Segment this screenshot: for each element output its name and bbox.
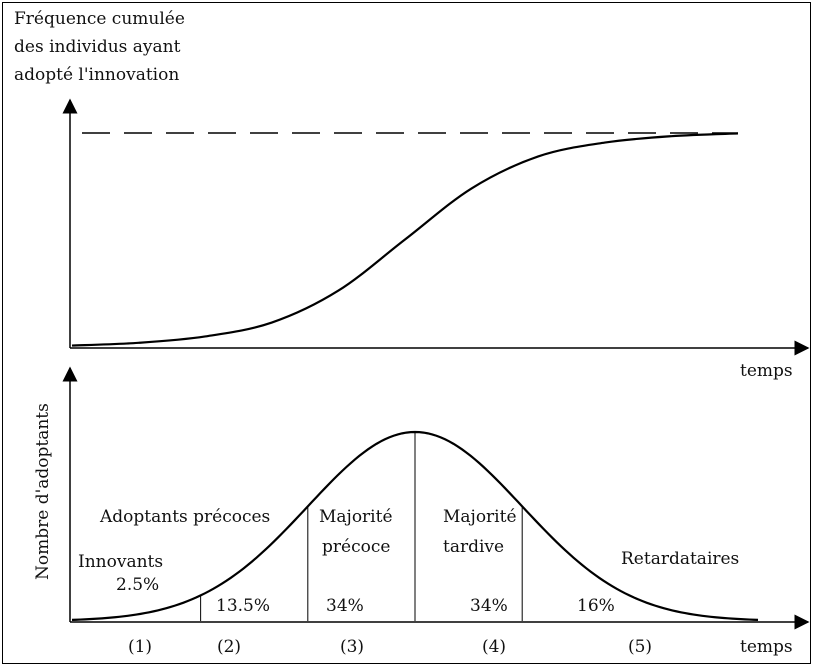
segment-2-name: Adoptants précoces (99, 507, 270, 527)
top-ylabel-line-2: des individus ayant (14, 37, 181, 57)
segment-5-index: (5) (628, 637, 652, 657)
segment-4-name-line-1: Majorité (443, 507, 517, 527)
segment-2-index: (2) (217, 637, 241, 657)
adoption-bell-curve (71, 430, 759, 621)
bottom-xlabel: temps (740, 637, 793, 657)
segment-3-index: (3) (340, 637, 364, 657)
top-ylabel-line-3: adopté l'innovation (14, 65, 179, 85)
segment-1-name: Innovants (78, 552, 163, 572)
segment-2-share: 13.5% (216, 596, 270, 616)
segment-4-share: 34% (470, 596, 508, 616)
top-ylabel-line-1: Fréquence cumulée (14, 9, 185, 29)
segment-4-name-line-2: tardive (443, 537, 504, 557)
segment-5-share: 16% (577, 596, 615, 616)
adopters-chart: Nombre d'adoptants Innovants 2.5% Adopta… (33, 366, 810, 657)
figure-frame (2, 2, 811, 664)
segment-5-name: Retardataires (621, 549, 739, 569)
segment-3-share: 34% (326, 596, 364, 616)
segment-3-name-line-2: précoce (322, 537, 390, 557)
bottom-ylabel: Nombre d'adoptants (33, 403, 53, 580)
top-xlabel: temps (740, 361, 793, 381)
cumulative-s-curve (71, 132, 739, 347)
segment-4-index: (4) (482, 637, 506, 657)
segment-1-index: (1) (128, 637, 152, 657)
segment-3-name-line-1: Majorité (319, 507, 393, 527)
cumulative-chart: Fréquence cumulée des individus ayant ad… (14, 9, 810, 381)
segment-1-share: 2.5% (116, 575, 159, 595)
